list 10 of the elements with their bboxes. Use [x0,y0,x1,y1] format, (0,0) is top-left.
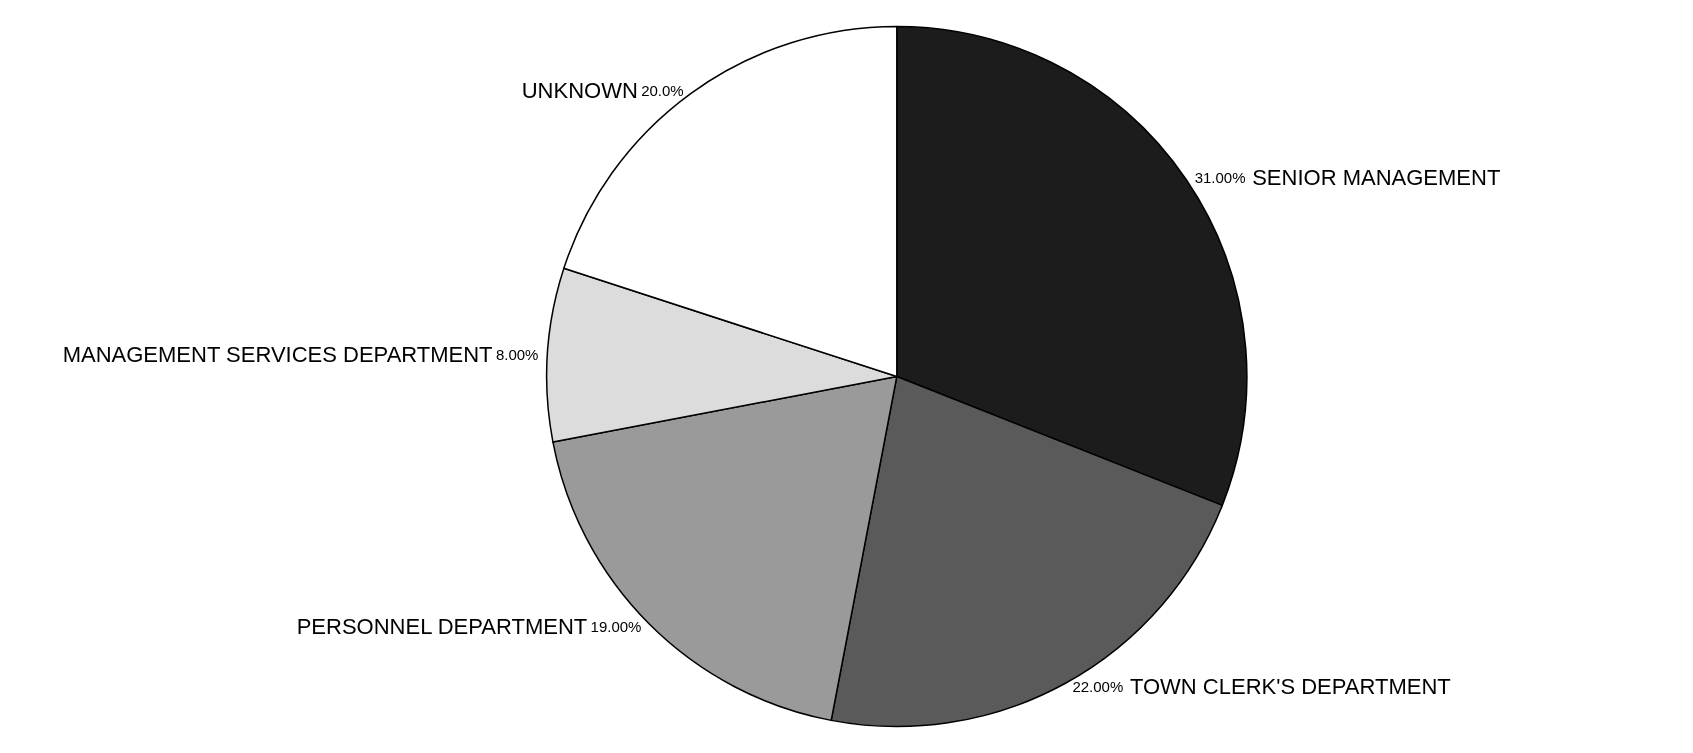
slice-label: PERSONNEL DEPARTMENT [296,614,588,640]
data-label: 19.00% [590,618,642,636]
data-label: 8.00% [495,345,539,363]
slice-label: MANAGEMENT SERVICES DEPARTMENT [62,341,493,367]
data-label: 22.00% [1072,678,1124,696]
slice-label: SENIOR MANAGEMENT [1252,164,1501,190]
slice-label: UNKNOWN [521,77,638,103]
data-label: 20.0% [641,81,684,99]
slice-label: TOWN CLERK'S DEPARTMENT [1129,674,1451,700]
data-label: 31.00% [1194,168,1246,186]
